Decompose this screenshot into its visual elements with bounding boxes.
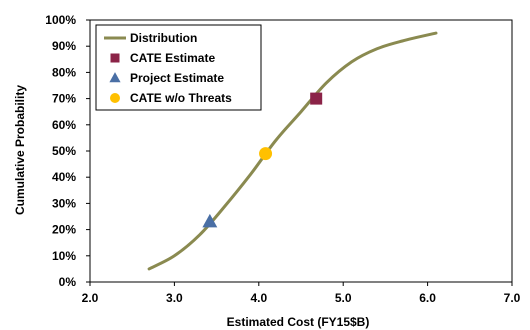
y-tick-label: 100% [45, 13, 76, 27]
x-axis-ticks: 2.0 3.0 4.0 5.0 6.0 7.0 [82, 282, 521, 305]
x-tick-label: 6.0 [419, 291, 436, 305]
y-tick-label: 50% [52, 144, 76, 158]
y-tick-label: 0% [59, 275, 77, 289]
y-tick-label: 90% [52, 39, 76, 53]
y-tick-label: 30% [52, 196, 76, 210]
y-tick-label: 80% [52, 65, 76, 79]
y-tick-label: 60% [52, 118, 76, 132]
y-tick-label: 20% [52, 223, 76, 237]
legend-marker-swatch [110, 93, 120, 103]
x-tick-label: 7.0 [504, 291, 521, 305]
x-tick-label: 3.0 [166, 291, 183, 305]
legend-label: Distribution [130, 31, 197, 45]
distribution-line [147, 31, 438, 271]
project-estimate-marker [202, 213, 218, 228]
y-tick-label: 70% [52, 92, 76, 106]
y-tick-label: 10% [52, 249, 76, 263]
x-axis-title: Estimated Cost (FY15$B) [227, 315, 370, 329]
legend-marker-swatch [110, 53, 120, 63]
legend-label: CATE w/o Threats [130, 91, 232, 105]
cate-estimate-marker [310, 92, 323, 105]
y-tick-label: 40% [52, 170, 76, 184]
y-axis-title: Cumulative Probability [13, 85, 27, 215]
x-tick-label: 4.0 [250, 291, 267, 305]
legend-marker-swatch [109, 72, 121, 83]
x-tick-label: 2.0 [82, 291, 99, 305]
legend-label: CATE Estimate [130, 51, 215, 65]
legend-label: Project Estimate [130, 71, 224, 85]
cate-wo-threats-marker [259, 147, 273, 161]
series-layer [147, 31, 438, 271]
y-axis-ticks: 0% 10% 20% 30% 40% 50% 60% 70% 80% 90% 100% [45, 13, 90, 289]
x-tick-label: 5.0 [335, 291, 352, 305]
legend: Distribution CATE Estimate Project Estimat… [95, 24, 262, 111]
